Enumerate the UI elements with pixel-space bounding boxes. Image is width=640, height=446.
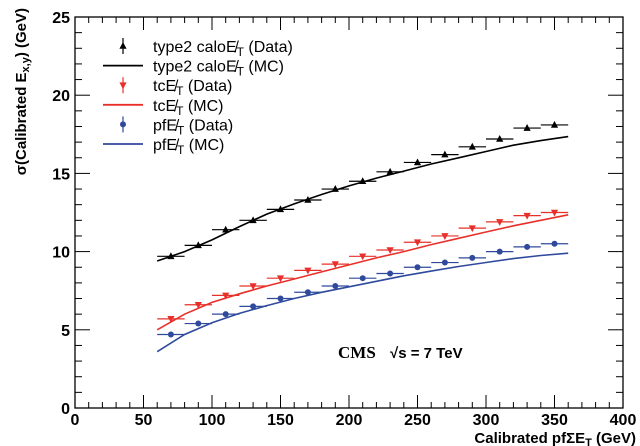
data-point <box>413 239 422 247</box>
data-point <box>386 167 394 175</box>
data-point <box>250 303 257 310</box>
data-point <box>331 261 339 269</box>
legend-marker <box>119 82 127 90</box>
y-tick-label: 15 <box>52 166 70 183</box>
series-2 <box>157 209 569 323</box>
legend-label: pfE̸T (MC) <box>153 137 224 157</box>
data-point <box>496 248 503 255</box>
y-tick-label: 0 <box>61 401 70 418</box>
data-point <box>277 295 284 302</box>
x-tick-label: 150 <box>267 412 294 429</box>
data-point <box>550 120 559 128</box>
legend-label: type2 caloE̸T (MC) <box>153 59 284 79</box>
mc-curve <box>156 214 569 331</box>
legend-entry-4: pfE̸T (Data) <box>120 116 233 137</box>
y-tick-label: 5 <box>61 323 70 340</box>
data-point <box>304 267 312 275</box>
series-3 <box>156 214 569 331</box>
data-point <box>167 316 175 323</box>
x-tick-label: 250 <box>404 412 431 429</box>
data-point <box>359 275 366 282</box>
legend-marker <box>119 42 127 49</box>
data-point <box>304 289 311 296</box>
legend-entry-2: tcE̸T (Data) <box>119 77 232 98</box>
legend-entry-1: type2 caloE̸T (MC) <box>103 59 284 79</box>
series-5 <box>156 252 569 353</box>
data-point <box>167 331 174 338</box>
legend: type2 caloE̸T (Data)type2 caloE̸T (MC)tc… <box>103 38 293 157</box>
data-point <box>441 233 449 240</box>
series-1 <box>156 135 569 262</box>
legend-label: pfE̸T (Data) <box>153 117 233 137</box>
data-point <box>496 219 504 226</box>
y-tick-label: 20 <box>52 88 70 105</box>
data-point <box>468 225 476 233</box>
data-point <box>550 209 559 217</box>
data-point <box>414 264 421 271</box>
x-tick-label: 200 <box>336 412 363 429</box>
y-tick-label: 10 <box>52 245 70 262</box>
data-point <box>523 212 531 220</box>
legend-entry-5: pfE̸T (MC) <box>103 137 224 157</box>
x-tick-label: 0 <box>71 412 80 429</box>
data-point <box>387 270 394 277</box>
data-point <box>249 283 257 291</box>
x-tick-label: 50 <box>135 412 153 429</box>
mc-curve <box>156 252 569 353</box>
data-point <box>441 259 448 266</box>
data-point <box>413 158 422 166</box>
x-tick-label: 300 <box>473 412 500 429</box>
data-point <box>386 247 394 255</box>
tick-labels: 0 50 100 150 200 250 300 350 400 0 5 10 15 20 25 <box>52 10 636 429</box>
data-point <box>469 254 476 261</box>
data-point <box>441 150 449 158</box>
x-tick-label: 400 <box>610 412 637 429</box>
x-tick-label: 350 <box>541 412 568 429</box>
legend-label: type2 caloE̸T (Data) <box>153 39 293 59</box>
series-4 <box>157 240 569 338</box>
data-point <box>222 225 230 233</box>
data-point <box>496 134 504 142</box>
experiment-label: CMS <box>338 343 376 362</box>
data-point <box>524 243 531 250</box>
series-layer <box>156 120 569 353</box>
legend-label: tcE̸T (Data) <box>153 78 232 98</box>
data-point <box>523 124 531 131</box>
legend-marker <box>120 121 126 128</box>
data-point <box>551 240 558 247</box>
cms-annotation: CMS √s = 7 TeV <box>338 343 463 362</box>
x-axis-title: Calibrated pfΣET (GeV) <box>474 430 636 446</box>
data-point <box>468 142 476 150</box>
y-axis-title: σ(Calibrated Ex,y) (GeV) <box>13 8 32 175</box>
mc-curve <box>156 135 569 262</box>
legend-entry-0: type2 caloE̸T (Data) <box>119 38 293 59</box>
legend-entry-3: tcE̸T (MC) <box>103 98 223 118</box>
data-point <box>222 311 229 318</box>
axis-ticks <box>74 16 624 409</box>
legend-label: tcE̸T (MC) <box>153 98 223 118</box>
data-point <box>194 301 202 309</box>
data-point <box>359 253 367 261</box>
y-tick-label: 25 <box>52 10 70 27</box>
data-point <box>276 275 285 283</box>
data-point <box>195 320 202 327</box>
data-point <box>222 292 230 300</box>
x-tick-label: 100 <box>199 412 226 429</box>
energy-label: √s = 7 TeV <box>390 345 463 362</box>
data-point <box>332 283 339 290</box>
